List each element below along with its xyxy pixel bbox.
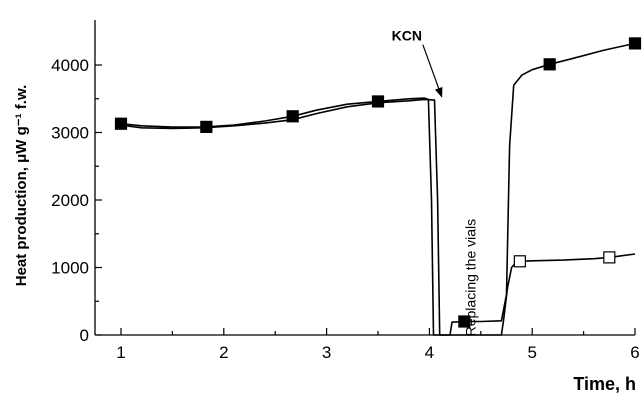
series-1-marker — [114, 117, 128, 130]
axes: 1 2 3 4 5 6 0 1000 2000 3000 4000 — [51, 20, 640, 362]
kcn-arrow — [422, 44, 443, 98]
series-1-marker — [458, 315, 471, 328]
y-tick-label: 0 — [80, 326, 89, 345]
x-axis-label: Time, h — [573, 374, 636, 394]
series-1-line — [120, 42, 636, 336]
kcn-label: KCN — [392, 28, 422, 44]
y-tick-label: 4000 — [51, 56, 89, 75]
x-tick-label: 3 — [322, 343, 331, 362]
x-tick-label: 1 — [116, 343, 125, 362]
x-tick-label: 6 — [630, 343, 639, 362]
x-tick-label: 5 — [527, 343, 536, 362]
series-1-marker — [543, 58, 556, 71]
y-tick-label: 1000 — [51, 259, 89, 278]
series-1-marker — [371, 95, 385, 108]
y-tick-label: 2000 — [51, 191, 89, 210]
series-2-line — [120, 98, 636, 336]
series-layer — [114, 37, 642, 336]
y-axis-label: Heat production, μW g⁻¹ f.w. — [13, 85, 30, 287]
x-tick-label: 2 — [219, 343, 228, 362]
x-tick-label: 4 — [425, 343, 434, 362]
replacing-vials-label: Replacing the vials — [463, 219, 479, 337]
y-tick-label: 3000 — [51, 124, 89, 143]
series-2-marker — [513, 255, 526, 268]
series-2-marker — [603, 251, 616, 264]
series-1-marker — [628, 37, 642, 50]
annotations-layer: KCN Replacing the vials — [392, 28, 479, 337]
series-1-marker — [286, 110, 299, 123]
